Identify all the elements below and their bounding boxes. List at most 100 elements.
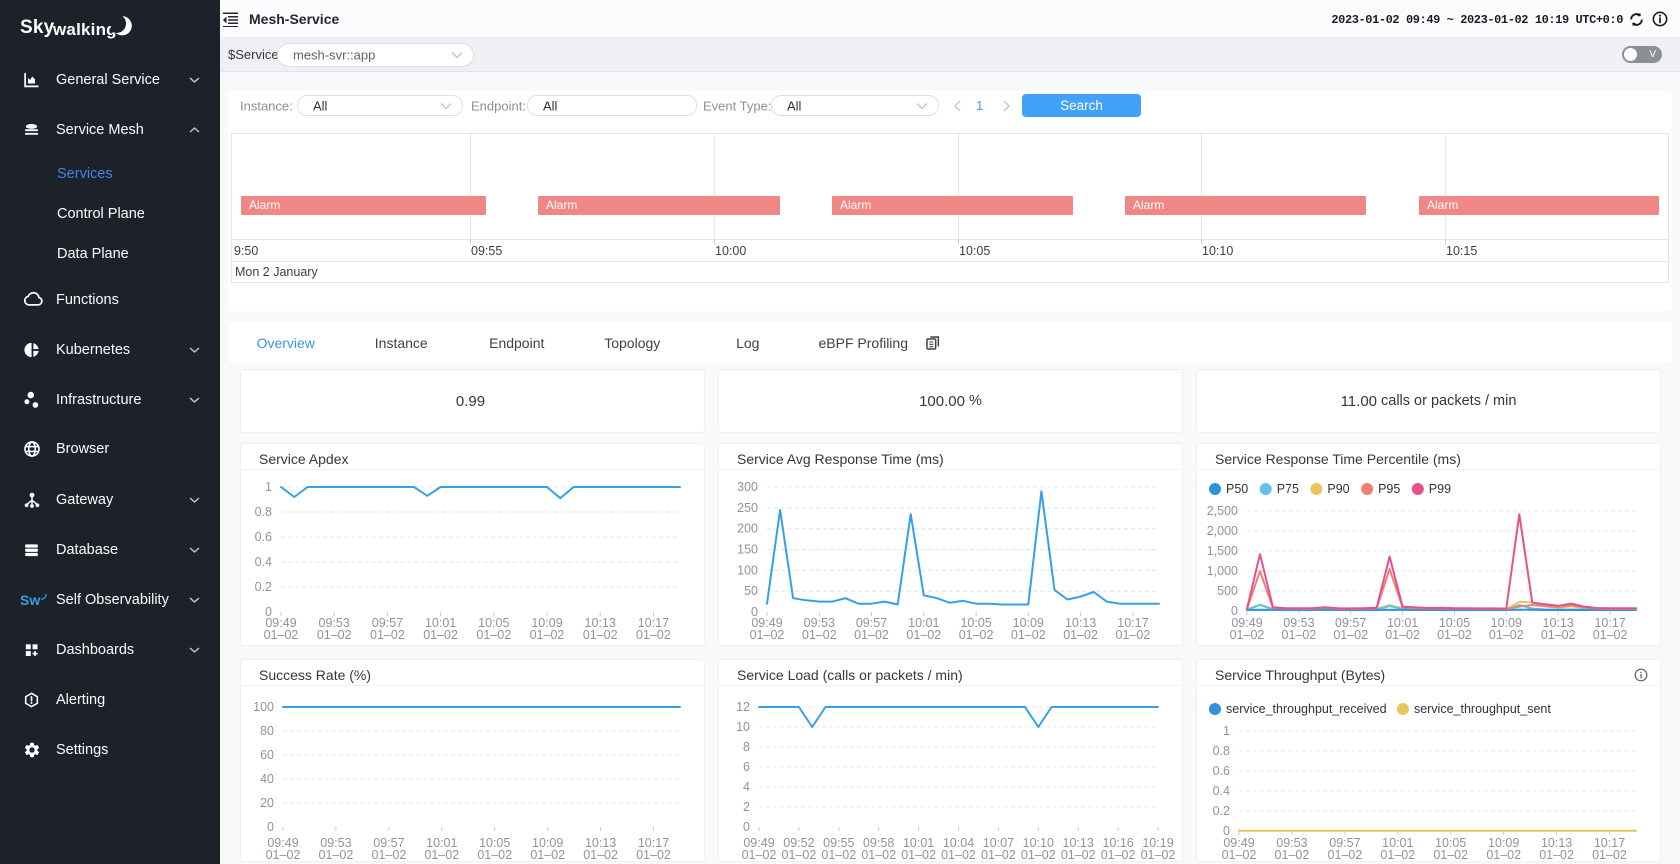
- svg-text:01–02: 01–02: [1021, 848, 1056, 862]
- svg-text:2,500: 2,500: [1207, 504, 1238, 518]
- svg-text:250: 250: [737, 501, 758, 515]
- svg-text:01–02: 01–02: [264, 628, 299, 642]
- svg-text:10:09: 10:09: [1488, 836, 1519, 850]
- svg-text:0: 0: [743, 820, 750, 834]
- svg-text:01–02: 01–02: [782, 848, 817, 862]
- svg-text:10:13: 10:13: [1063, 836, 1094, 850]
- svg-text:10:05: 10:05: [479, 836, 510, 850]
- svg-text:09:53: 09:53: [320, 836, 351, 850]
- svg-text:40: 40: [260, 772, 274, 786]
- svg-text:09:49: 09:49: [743, 836, 774, 850]
- svg-text:01–02: 01–02: [1489, 628, 1524, 642]
- svg-text:10:13: 10:13: [1541, 836, 1572, 850]
- svg-text:100: 100: [737, 563, 758, 577]
- svg-text:01–02: 01–02: [319, 848, 354, 862]
- svg-text:09:53: 09:53: [319, 616, 350, 630]
- svg-text:150: 150: [737, 543, 758, 557]
- svg-text:09:53: 09:53: [1283, 616, 1314, 630]
- svg-text:01–02: 01–02: [1141, 848, 1176, 862]
- svg-text:10:05: 10:05: [478, 616, 509, 630]
- svg-text:300: 300: [737, 480, 758, 494]
- svg-text:4: 4: [743, 780, 750, 794]
- svg-text:10:17: 10:17: [638, 836, 669, 850]
- svg-text:1,500: 1,500: [1207, 544, 1238, 558]
- svg-text:01–02: 01–02: [981, 848, 1016, 862]
- svg-text:60: 60: [260, 748, 274, 762]
- svg-text:01–02: 01–02: [1061, 848, 1096, 862]
- svg-text:09:53: 09:53: [1276, 836, 1307, 850]
- svg-text:10:09: 10:09: [531, 616, 562, 630]
- svg-text:10:09: 10:09: [532, 836, 563, 850]
- svg-text:1,000: 1,000: [1207, 564, 1238, 578]
- svg-text:09:57: 09:57: [373, 836, 404, 850]
- svg-text:10:01: 10:01: [908, 616, 939, 630]
- svg-text:10:13: 10:13: [1543, 616, 1574, 630]
- svg-text:01–02: 01–02: [530, 848, 565, 862]
- svg-text:01–02: 01–02: [941, 848, 976, 862]
- svg-text:01–02: 01–02: [959, 628, 994, 642]
- svg-text:01–02: 01–02: [1282, 628, 1317, 642]
- svg-text:10:09: 10:09: [1013, 616, 1044, 630]
- svg-text:P75: P75: [1277, 482, 1299, 496]
- svg-text:01–02: 01–02: [530, 628, 565, 642]
- svg-text:0: 0: [267, 820, 274, 834]
- svg-text:09:57: 09:57: [1329, 836, 1360, 850]
- svg-text:09:49: 09:49: [267, 836, 298, 850]
- svg-text:0.4: 0.4: [255, 555, 272, 569]
- svg-text:10:01: 10:01: [426, 836, 457, 850]
- svg-text:1: 1: [265, 480, 272, 494]
- svg-text:09:55: 09:55: [823, 836, 854, 850]
- svg-text:01–02: 01–02: [1541, 628, 1576, 642]
- svg-text:0: 0: [1231, 604, 1238, 618]
- svg-text:01–02: 01–02: [821, 848, 856, 862]
- svg-text:0: 0: [751, 605, 758, 619]
- svg-text:01–02: 01–02: [477, 848, 512, 862]
- svg-text:80: 80: [260, 724, 274, 738]
- svg-text:01–02: 01–02: [1101, 848, 1136, 862]
- svg-text:500: 500: [1217, 584, 1238, 598]
- svg-text:01–02: 01–02: [476, 628, 511, 642]
- svg-text:0.6: 0.6: [255, 530, 272, 544]
- svg-text:09:57: 09:57: [856, 616, 887, 630]
- svg-text:01–02: 01–02: [901, 848, 936, 862]
- svg-text:01–02: 01–02: [1437, 628, 1472, 642]
- svg-text:01–02: 01–02: [266, 848, 301, 862]
- svg-text:10:10: 10:10: [1023, 836, 1054, 850]
- svg-text:01–02: 01–02: [583, 848, 618, 862]
- svg-text:10:01: 10:01: [1382, 836, 1413, 850]
- svg-text:01–02: 01–02: [1333, 628, 1368, 642]
- svg-text:1: 1: [1223, 724, 1230, 738]
- svg-text:01–02: 01–02: [424, 848, 459, 862]
- svg-text:200: 200: [737, 522, 758, 536]
- svg-text:0.2: 0.2: [255, 580, 272, 594]
- svg-text:6: 6: [743, 760, 750, 774]
- svg-text:01–02: 01–02: [802, 628, 837, 642]
- svg-text:P95: P95: [1378, 482, 1400, 496]
- svg-text:01–02: 01–02: [423, 628, 458, 642]
- svg-text:09:52: 09:52: [783, 836, 814, 850]
- svg-text:01–02: 01–02: [636, 628, 671, 642]
- svg-text:01–02: 01–02: [1592, 848, 1627, 862]
- svg-text:01–02: 01–02: [906, 628, 941, 642]
- svg-text:10:05: 10:05: [1435, 836, 1466, 850]
- svg-text:P90: P90: [1327, 482, 1349, 496]
- svg-text:10:05: 10:05: [960, 616, 991, 630]
- svg-text:50: 50: [744, 584, 758, 598]
- svg-text:09:49: 09:49: [751, 616, 782, 630]
- svg-text:0.8: 0.8: [1213, 744, 1230, 758]
- svg-text:01–02: 01–02: [1486, 848, 1521, 862]
- svg-text:01–02: 01–02: [370, 628, 405, 642]
- svg-text:01–02: 01–02: [1328, 848, 1363, 862]
- svg-text:0.2: 0.2: [1213, 804, 1230, 818]
- svg-text:P99: P99: [1429, 482, 1451, 496]
- svg-text:0: 0: [1223, 824, 1230, 838]
- svg-text:01–02: 01–02: [583, 628, 618, 642]
- svg-text:10:13: 10:13: [585, 836, 616, 850]
- svg-text:09:49: 09:49: [1231, 616, 1262, 630]
- svg-text:01–02: 01–02: [372, 848, 407, 862]
- svg-text:01–02: 01–02: [854, 628, 889, 642]
- svg-text:01–02: 01–02: [1275, 848, 1310, 862]
- svg-text:10: 10: [736, 720, 750, 734]
- svg-text:P50: P50: [1226, 482, 1248, 496]
- svg-text:12: 12: [736, 700, 750, 714]
